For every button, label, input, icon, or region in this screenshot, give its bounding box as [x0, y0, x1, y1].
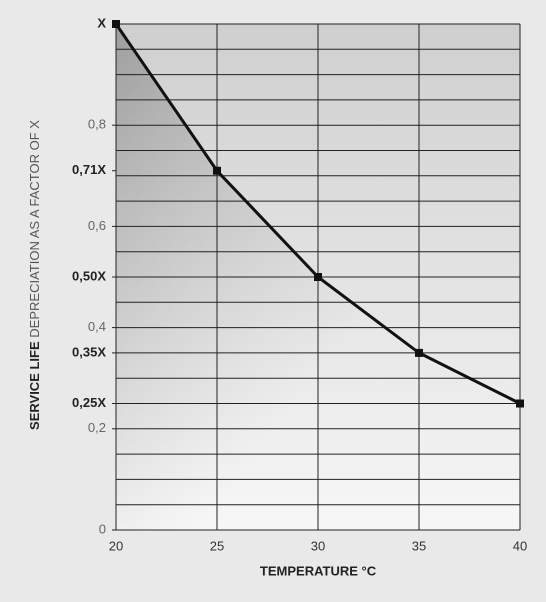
x-axis-title: TEMPERATURE °C — [260, 563, 377, 578]
x-tick-label: 35 — [412, 538, 426, 553]
x-tick-label: 20 — [109, 538, 123, 553]
point — [213, 166, 221, 175]
x-tick-label: 30 — [311, 538, 325, 553]
y-axis-title-rest: DEPRECIATION AS A FACTOR OF X — [27, 120, 42, 338]
y-axis-title-bold: SERVICE LIFE — [27, 341, 42, 430]
y-tick-label: 0,8 — [88, 117, 106, 132]
point — [516, 399, 524, 408]
y-tick-label: 0 — [99, 521, 106, 536]
y-tick-label: 0,71X — [72, 162, 106, 177]
y-tick-label: 0,6 — [88, 218, 106, 233]
y-tick-label: 0,2 — [88, 420, 106, 435]
point — [415, 348, 423, 357]
y-axis-title: SERVICE LIFE DEPRECIATION AS A FACTOR OF… — [27, 120, 42, 430]
y-tick-label: 0,4 — [88, 319, 106, 334]
point — [314, 273, 322, 281]
y-tick-label: X — [97, 15, 106, 30]
y-tick-label: 0,50X — [72, 268, 106, 283]
y-tick-label: 0,25X — [72, 395, 106, 410]
x-tick-label: 40 — [513, 538, 527, 553]
y-tick-label: 0,35X — [72, 344, 106, 359]
point — [112, 20, 120, 28]
x-tick-label: 25 — [210, 538, 224, 553]
